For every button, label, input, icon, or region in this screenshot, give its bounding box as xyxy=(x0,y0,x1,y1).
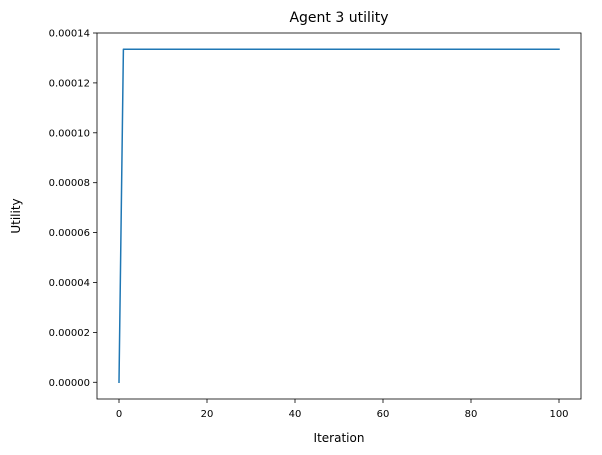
y-axis-label: Utility xyxy=(9,198,23,233)
y-tick-label: 0.00006 xyxy=(49,228,90,239)
x-tick-label: 100 xyxy=(549,409,568,420)
y-tick-label: 0.00008 xyxy=(49,178,90,189)
x-axis-label: Iteration xyxy=(314,431,365,445)
chart-title: Agent 3 utility xyxy=(289,10,388,26)
y-tick-label: 0.00014 xyxy=(49,29,90,40)
x-tick-label: 60 xyxy=(377,409,390,420)
y-tick-label: 0.00000 xyxy=(49,378,90,389)
y-tick-label: 0.00004 xyxy=(49,278,90,289)
y-axis: 0.00000 0.00002 0.00004 0.00006 0.00008 0.000… xyxy=(49,29,97,389)
series-layer xyxy=(118,48,560,384)
x-tick-label: 0 xyxy=(116,409,122,420)
x-tick-label: 80 xyxy=(465,409,478,420)
series-line xyxy=(118,48,560,384)
x-axis: 0 20 40 60 80 100 xyxy=(116,399,569,420)
y-tick-label: 0.00002 xyxy=(49,328,90,339)
y-tick-label: 0.00012 xyxy=(49,78,90,89)
x-tick-label: 20 xyxy=(201,409,214,420)
x-tick-label: 40 xyxy=(289,409,302,420)
y-tick-label: 0.00010 xyxy=(49,128,90,139)
plot-area-frame xyxy=(96,32,582,400)
